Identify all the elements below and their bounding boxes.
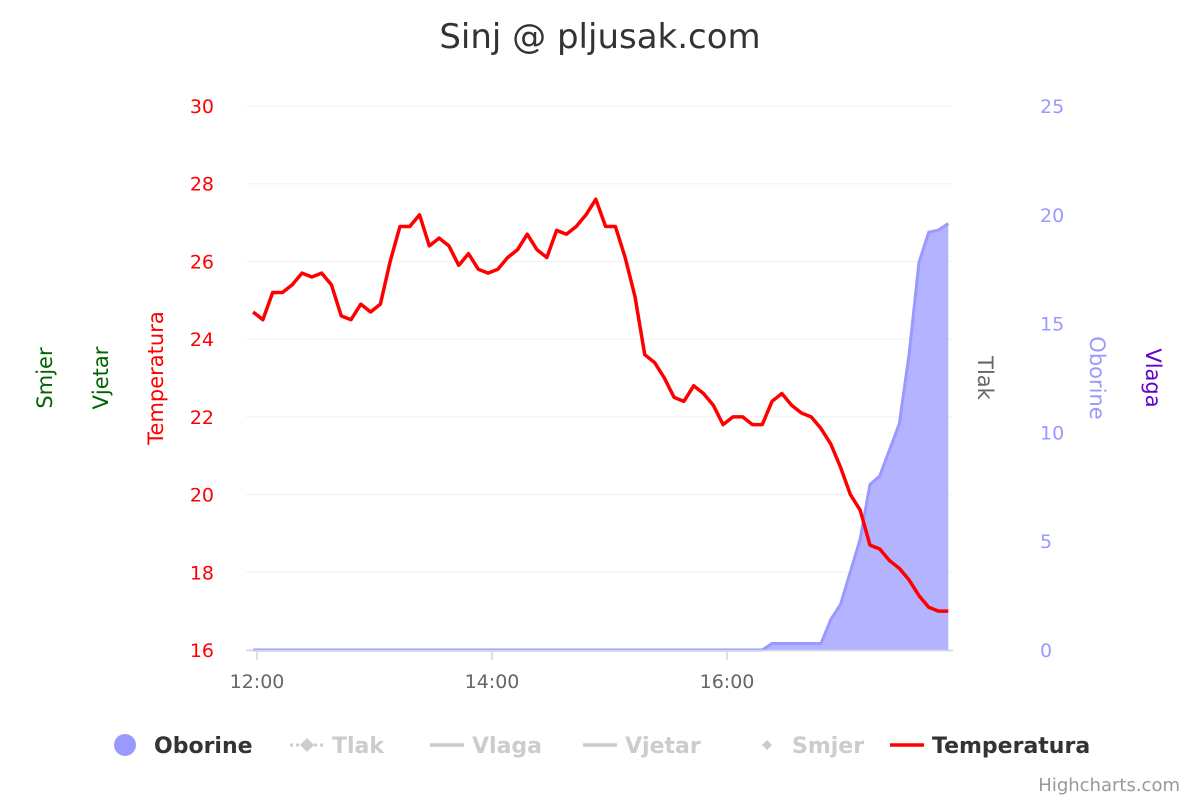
smjer-axis-title: Smjer: [33, 347, 57, 409]
temperatura-line: [251, 197, 949, 613]
legend-circle-icon: [114, 734, 136, 756]
temperatura-tick-label: 16: [190, 640, 214, 662]
oborine-tick-label: 20: [1040, 205, 1064, 227]
oborine-points: [253, 223, 949, 651]
legend-diamond-icon: [762, 740, 772, 750]
temperatura-tick-label: 26: [190, 251, 214, 273]
legend-label: Temperatura: [932, 734, 1090, 759]
temperatura-tick-label: 30: [190, 96, 214, 118]
legend-label: Smjer: [792, 734, 864, 759]
oborine-axis-title: Oborine: [1085, 336, 1109, 419]
credits-link[interactable]: Highcharts.com: [1038, 775, 1180, 796]
plot-area: [251, 197, 950, 652]
temperatura-tick-label: 24: [190, 329, 214, 351]
chart-title: Sinj @ pljusak.com: [439, 17, 760, 57]
grid: [246, 105, 953, 651]
legend-item-vlaga[interactable]: Vlaga: [430, 734, 542, 759]
oborine-tick-label: 15: [1040, 314, 1064, 336]
temperatura-tick-label: 20: [190, 485, 214, 507]
legend-label: Tlak: [332, 734, 385, 759]
oborine-area: [253, 223, 949, 650]
oborine-tick-label: 0: [1040, 640, 1052, 662]
legend-item-vjetar[interactable]: Vjetar: [583, 734, 701, 759]
axes: 16 18 20 22 24 26 28 30 0 5 10 15 20 25 12:00 14:00 16:0…: [33, 96, 1165, 693]
x-tick-label: 14:00: [465, 671, 520, 693]
temperatura-tick-label: 28: [190, 174, 214, 196]
tlak-axis-title: Tlak: [973, 355, 997, 401]
x-tick-label: 12:00: [230, 671, 285, 693]
oborine-tick-label: 10: [1040, 422, 1064, 444]
oborine-tick-label: 5: [1040, 531, 1052, 553]
temperatura-tick-label: 18: [190, 562, 214, 584]
legend-label: Vjetar: [625, 734, 701, 759]
legend-item-smjer[interactable]: Smjer: [762, 734, 864, 759]
oborine-line: [253, 222, 950, 652]
legend-label: Vlaga: [472, 734, 542, 759]
legend-item-oborine[interactable]: Oborine: [114, 734, 253, 759]
vlaga-axis-title: Vlaga: [1141, 348, 1165, 407]
legend-label: Oborine: [154, 734, 253, 759]
legend-diamond-icon: [300, 738, 314, 752]
temperatura-points: [253, 199, 949, 612]
oborine-tick-label: 25: [1040, 96, 1064, 118]
vjetar-axis-title: Vjetar: [89, 346, 113, 409]
legend-item-temperatura[interactable]: Temperatura: [890, 734, 1090, 759]
temperatura-tick-label: 22: [190, 407, 214, 429]
legend: Oborine Tlak Vlaga Vjetar Smjer Temperatura: [114, 734, 1090, 759]
legend-item-tlak[interactable]: Tlak: [290, 734, 385, 759]
temperatura-axis-title: Temperatura: [144, 311, 168, 445]
x-tick-label: 16:00: [700, 671, 755, 693]
